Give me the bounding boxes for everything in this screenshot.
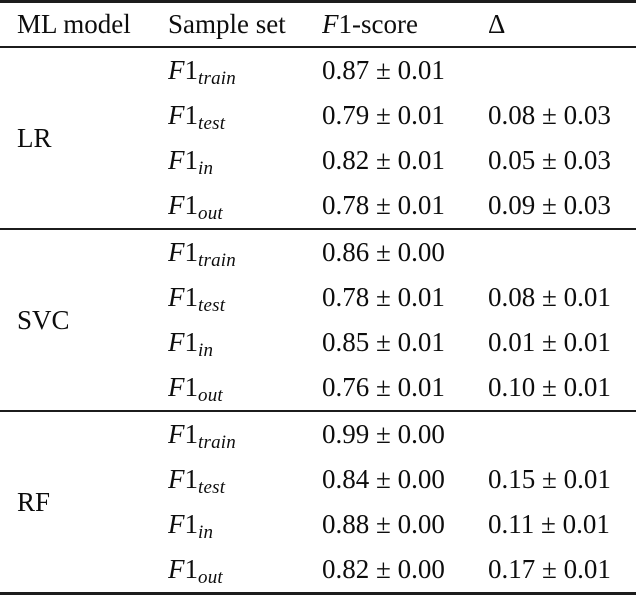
delta-cell: 0.09 ± 0.03 <box>488 190 611 220</box>
delta-cell: 0.15 ± 0.01 <box>488 464 611 494</box>
f1-score-cell: 0.87 ± 0.01 <box>322 55 445 85</box>
table-row: F1test 0.78 ± 0.01 0.08 ± 0.01 <box>0 275 636 320</box>
sample-set-cell: F1train <box>168 237 236 271</box>
sample-set-cell: F1train <box>168 55 236 89</box>
header-sample-set: Sample set <box>168 9 286 39</box>
table-row: F1in 0.85 ± 0.01 0.01 ± 0.01 <box>0 320 636 365</box>
delta-cell: 0.17 ± 0.01 <box>488 554 611 584</box>
delta-cell: 0.11 ± 0.01 <box>488 509 610 539</box>
sample-set-cell: F1test <box>168 282 226 316</box>
f1-score-rest: 1-score <box>338 9 418 39</box>
sample-subscript: test <box>198 295 226 316</box>
table-row: F1out 0.76 ± 0.01 0.10 ± 0.01 <box>0 365 636 411</box>
table-row: F1test 0.84 ± 0.00 0.15 ± 0.01 <box>0 457 636 502</box>
f1-score-cell: 0.86 ± 0.00 <box>322 237 445 267</box>
f1-score-cell: 0.88 ± 0.00 <box>322 509 445 539</box>
f1-score-cell: 0.99 ± 0.00 <box>322 419 445 449</box>
f1-score-cell: 0.82 ± 0.00 <box>322 554 445 584</box>
delta-cell: 0.05 ± 0.03 <box>488 145 611 175</box>
sample-set-cell: F1test <box>168 464 226 498</box>
delta-cell <box>488 411 636 457</box>
f1-score-cell: 0.85 ± 0.01 <box>322 327 445 357</box>
delta-cell: 0.08 ± 0.01 <box>488 282 611 312</box>
sample-subscript: train <box>198 68 236 89</box>
sample-subscript: out <box>198 567 223 588</box>
delta-cell: 0.08 ± 0.03 <box>488 100 611 130</box>
table-row: F1in 0.88 ± 0.00 0.11 ± 0.01 <box>0 502 636 547</box>
sample-set-cell: F1in <box>168 145 214 179</box>
sample-set-cell: F1out <box>168 554 223 588</box>
delta-cell: 0.01 ± 0.01 <box>488 327 611 357</box>
f1-score-cell: 0.78 ± 0.01 <box>322 282 445 312</box>
model-label: LR <box>17 122 52 153</box>
sample-subscript: out <box>198 203 223 224</box>
sample-subscript: test <box>198 477 226 498</box>
f1-score-cell: 0.82 ± 0.01 <box>322 145 445 175</box>
f1-score-cell: 0.79 ± 0.01 <box>322 100 445 130</box>
sample-set-cell: F1in <box>168 327 214 361</box>
f1-score-italic-f: F <box>322 9 339 39</box>
sample-subscript: in <box>198 340 214 361</box>
model-label: RF <box>17 486 51 517</box>
header-f1-score: F1-score <box>322 2 488 48</box>
sample-subscript: test <box>198 113 226 134</box>
header-ml-model: ML model <box>17 9 131 39</box>
f1-score-cell: 0.76 ± 0.01 <box>322 372 445 402</box>
table-row: RF F1train 0.99 ± 0.00 <box>0 411 636 517</box>
header-delta: Δ <box>488 9 506 39</box>
table-row: F1out 0.82 ± 0.00 0.17 ± 0.01 <box>0 547 636 594</box>
sample-set-cell: F1in <box>168 509 214 543</box>
sample-set-cell: F1out <box>168 190 223 224</box>
sample-subscript: out <box>198 385 223 406</box>
delta-cell: 0.10 ± 0.01 <box>488 372 611 402</box>
header-row: ML model Sample set F1-score Δ <box>0 2 636 48</box>
sample-set-cell: F1train <box>168 419 236 453</box>
delta-cell <box>488 47 636 93</box>
f1-score-cell: 0.84 ± 0.00 <box>322 464 445 494</box>
sample-set-cell: F1test <box>168 100 226 134</box>
sample-subscript: train <box>198 250 236 271</box>
delta-cell <box>488 229 636 275</box>
model-group-lr: LR F1train 0.87 ± 0.01 F1test 0.79 ± 0.0… <box>0 47 636 229</box>
sample-set-cell: F1out <box>168 372 223 406</box>
sample-subscript: in <box>198 158 214 179</box>
model-group-svc: SVC F1train 0.86 ± 0.00 F1test 0.78 ± 0.… <box>0 229 636 411</box>
table-row: SVC F1train 0.86 ± 0.00 <box>0 229 636 335</box>
model-group-rf: RF F1train 0.99 ± 0.00 F1test 0.84 ± 0.0… <box>0 411 636 594</box>
sample-subscript: in <box>198 522 214 543</box>
table-row: LR F1train 0.87 ± 0.01 <box>0 47 636 153</box>
model-label: SVC <box>17 304 70 335</box>
sample-subscript: train <box>198 432 236 453</box>
table-row: F1out 0.78 ± 0.01 0.09 ± 0.03 <box>0 183 636 229</box>
f1-score-cell: 0.78 ± 0.01 <box>322 190 445 220</box>
table-row: F1test 0.79 ± 0.01 0.08 ± 0.03 <box>0 93 636 138</box>
table-row: F1in 0.82 ± 0.01 0.05 ± 0.03 <box>0 138 636 183</box>
